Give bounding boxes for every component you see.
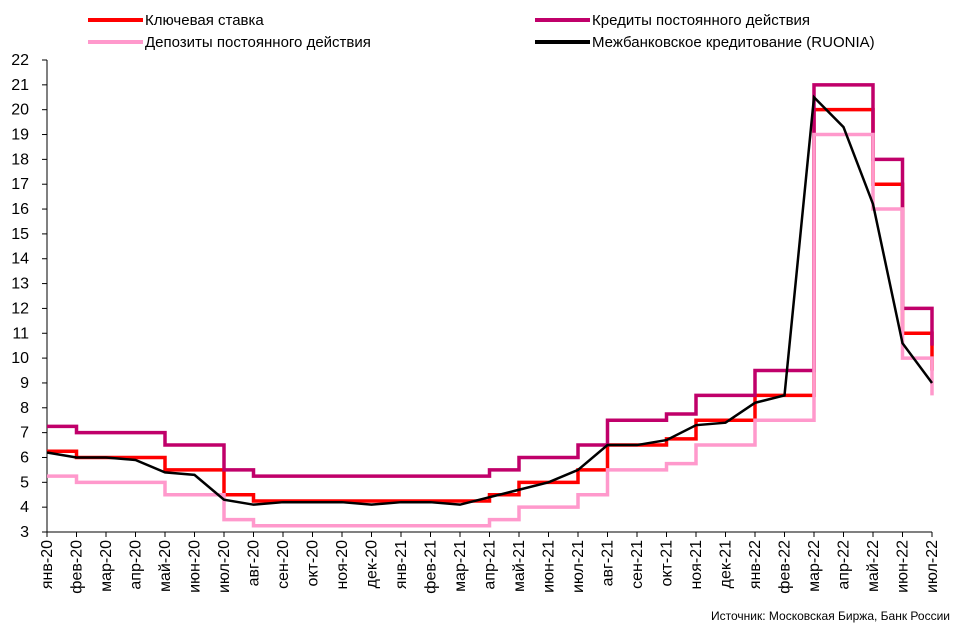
x-tick-label: май-21 bbox=[511, 540, 528, 592]
legend-label: Кредиты постоянного действия bbox=[592, 12, 810, 29]
x-tick-label: июл-20 bbox=[216, 540, 233, 593]
y-tick-label: 20 bbox=[11, 102, 29, 119]
x-tick-label: сен-21 bbox=[629, 540, 646, 589]
x-tick-label: янв-20 bbox=[39, 540, 56, 589]
x-tick-label: июн-21 bbox=[541, 540, 558, 593]
y-tick-label: 21 bbox=[11, 77, 29, 94]
y-tick-label: 13 bbox=[11, 276, 29, 293]
source: Источник: Московская Биржа, Банк России bbox=[711, 609, 950, 623]
x-tick-label: мар-21 bbox=[452, 540, 469, 592]
x-tick-label: июл-22 bbox=[924, 540, 941, 593]
series-line bbox=[47, 132, 934, 528]
x-tick-label: июл-21 bbox=[570, 540, 587, 593]
y-tick-label: 5 bbox=[20, 474, 29, 491]
x-tick-label: дек-20 bbox=[364, 540, 381, 588]
x-tick-label: май-22 bbox=[865, 540, 882, 592]
x-tick-label: ноя-21 bbox=[688, 540, 705, 590]
x-tick-label: янв-21 bbox=[393, 540, 410, 589]
y-tick-label: 18 bbox=[11, 151, 29, 168]
y-tick-label: 3 bbox=[20, 524, 29, 541]
y-tick-label: 11 bbox=[12, 325, 29, 342]
x-tick-label: май-20 bbox=[157, 540, 174, 592]
x-tick-label: авг-20 bbox=[246, 540, 263, 586]
legend-label: Депозиты постоянного действия bbox=[145, 34, 371, 51]
y-tick-label: 4 bbox=[20, 499, 29, 516]
series-line bbox=[47, 107, 934, 503]
x-tick-label: фев-20 bbox=[69, 540, 86, 594]
x-tick-label: сен-20 bbox=[275, 540, 292, 589]
y-tick-label: 8 bbox=[20, 400, 29, 417]
y-tick-label: 9 bbox=[20, 375, 29, 392]
x-tick-label: дек-21 bbox=[718, 540, 735, 588]
y-tick-label: 7 bbox=[20, 425, 29, 442]
x-tick-label: апр-20 bbox=[128, 540, 145, 590]
y-tick-label: 15 bbox=[11, 226, 29, 243]
y-tick-label: 16 bbox=[11, 201, 29, 218]
x-tick-label: янв-22 bbox=[747, 540, 764, 589]
legend-label: Ключевая ставка bbox=[145, 12, 264, 29]
legend-label: Межбанковское кредитование (RUONIA) bbox=[592, 34, 875, 51]
y-tick-label: 14 bbox=[11, 251, 29, 268]
y-tick-label: 22 bbox=[11, 52, 29, 69]
x-tick-label: апр-22 bbox=[836, 540, 853, 590]
y-tick-label: 10 bbox=[11, 350, 29, 367]
x-tick-label: мар-20 bbox=[98, 540, 115, 592]
x-tick-label: июн-20 bbox=[187, 540, 204, 593]
y-tick-label: 17 bbox=[11, 176, 29, 193]
x-tick-label: авг-21 bbox=[600, 540, 617, 586]
x-tick-label: окт-21 bbox=[659, 540, 676, 587]
x-tick-label: фев-22 bbox=[777, 540, 794, 594]
x-tick-label: июн-22 bbox=[895, 540, 912, 593]
x-tick-label: ноя-20 bbox=[334, 540, 351, 590]
y-tick-label: 12 bbox=[11, 300, 29, 317]
series-line bbox=[47, 83, 934, 478]
x-tick-label: фев-21 bbox=[423, 540, 440, 594]
y-tick-label: 19 bbox=[11, 127, 29, 144]
y-tick-label: 6 bbox=[20, 449, 29, 466]
x-tick-label: мар-22 bbox=[806, 540, 823, 592]
x-tick-label: окт-20 bbox=[305, 540, 322, 587]
series-line bbox=[46, 94, 934, 506]
x-tick-label: апр-21 bbox=[482, 540, 499, 590]
